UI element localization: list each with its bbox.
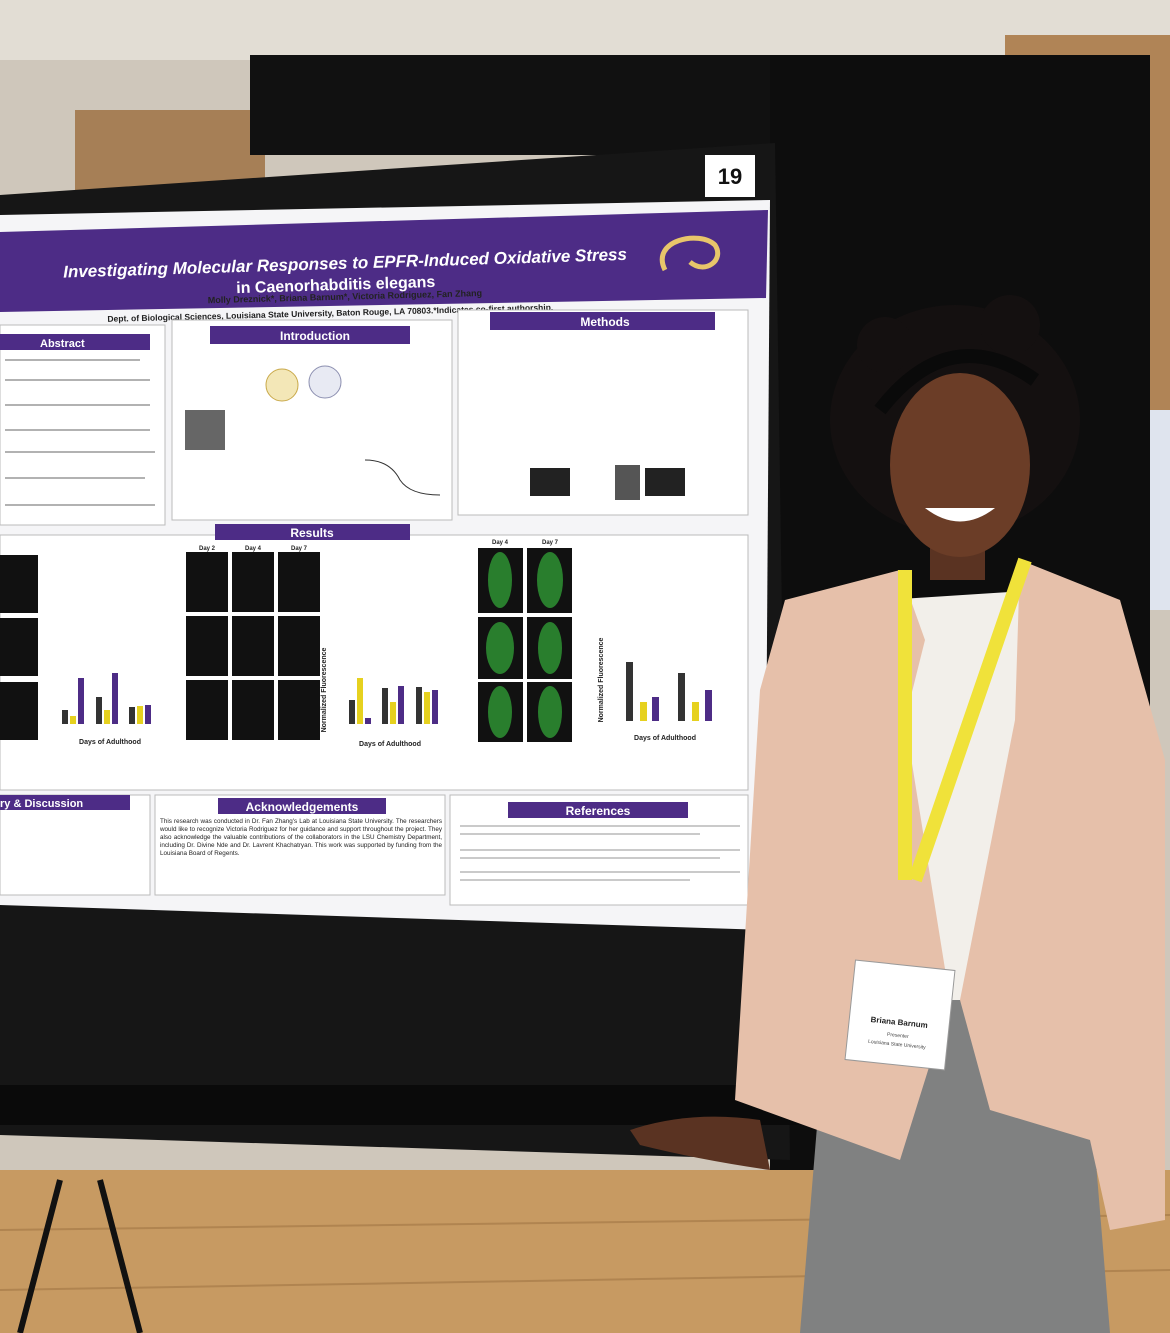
wood-panel xyxy=(75,110,265,190)
day-label: Day 7 xyxy=(291,546,308,552)
section-title: Abstract xyxy=(40,338,85,350)
results-panel xyxy=(0,534,749,791)
next-poster xyxy=(1150,410,1170,610)
worm-logo xyxy=(659,235,720,272)
badge-role: Presenter xyxy=(887,1032,910,1040)
board-number-card xyxy=(705,155,755,197)
board-frame xyxy=(0,1085,800,1125)
section-title: Results xyxy=(290,526,334,540)
day-label: Day 4 xyxy=(245,546,262,552)
lanyard xyxy=(898,557,1032,883)
face xyxy=(890,373,1030,557)
chart-bars xyxy=(78,673,712,724)
axis-label: Days of Adulthood xyxy=(359,741,421,748)
section-header xyxy=(0,795,130,810)
day-label: Day 2 xyxy=(199,546,216,552)
poster-header xyxy=(0,210,768,312)
abstract-text-lines xyxy=(5,359,155,506)
smile xyxy=(925,508,995,522)
section-header xyxy=(490,312,715,330)
section-title: Methods xyxy=(580,315,630,329)
section-header xyxy=(215,524,410,540)
day-label: Day 4 xyxy=(492,540,509,546)
chart-bars xyxy=(62,662,685,724)
board-number: 19 xyxy=(718,164,742,189)
poster-title: in Caenorhabditis elegans xyxy=(236,274,436,297)
ceiling xyxy=(0,0,1170,60)
section-title: ry & Discussion xyxy=(0,798,83,810)
section-header xyxy=(210,326,410,344)
axis-label: Days of Adulthood xyxy=(634,735,696,742)
day-label: Day 7 xyxy=(542,540,559,546)
acknowledgements-text: This research was conducted in Dr. Fan Z… xyxy=(160,818,442,857)
illustration xyxy=(265,368,299,402)
hand xyxy=(630,1116,770,1170)
section-header xyxy=(218,798,386,814)
methods-panel xyxy=(457,309,749,516)
survival-curve xyxy=(364,459,441,496)
monitor-illustration xyxy=(530,468,570,496)
name-badge: Briana Barnum Presenter Louisiana State … xyxy=(844,959,956,1071)
badge-card xyxy=(844,959,956,1071)
illustration xyxy=(185,410,225,450)
axis-label: Normalized Fluorescence xyxy=(598,637,605,722)
hair-bun xyxy=(857,317,913,373)
section-header xyxy=(508,802,688,818)
axis-label: Normalized Fluorescence xyxy=(321,647,328,732)
illustration xyxy=(308,365,342,399)
monitor-illustration xyxy=(645,468,685,496)
section-title: Acknowledgements xyxy=(246,800,359,814)
section-header xyxy=(0,334,150,350)
gfp-worms xyxy=(486,552,563,738)
easel-leg xyxy=(17,1179,143,1333)
blazer-right xyxy=(960,560,1165,1230)
axis-label: Days of Adulthood xyxy=(79,739,141,746)
computer-illustration xyxy=(615,465,640,500)
abstract-panel xyxy=(0,324,166,526)
section-title: Introduction xyxy=(280,329,350,343)
section-title: References xyxy=(566,804,631,818)
hair-bun xyxy=(980,295,1040,355)
chart-bars xyxy=(70,678,699,724)
headband xyxy=(874,349,1040,415)
reference-lines xyxy=(460,825,740,881)
